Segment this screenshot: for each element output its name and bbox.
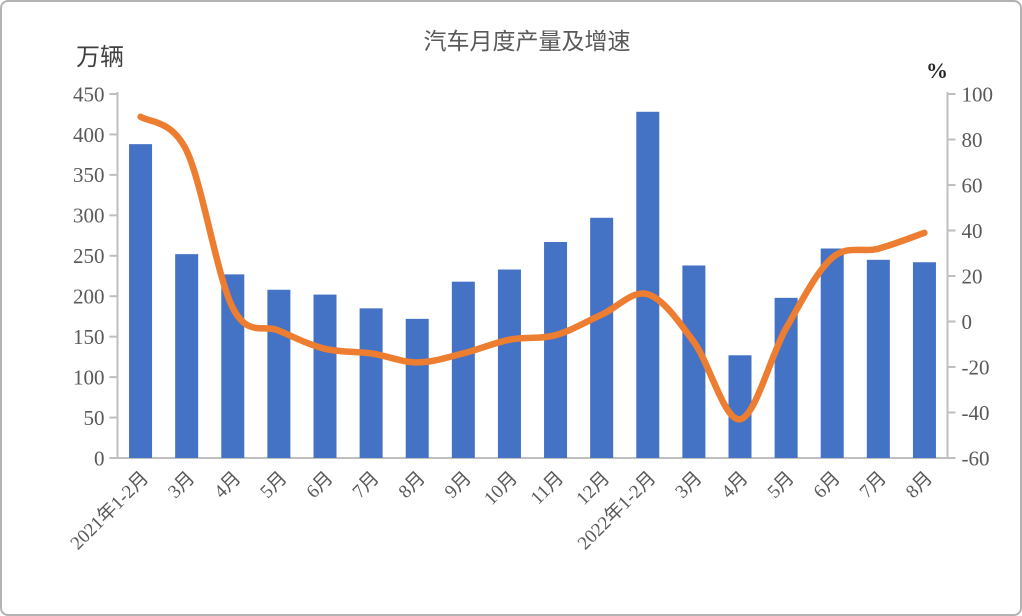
right-axis-tick-label: 60 (962, 173, 983, 197)
right-axis-tick-label: 0 (962, 310, 973, 334)
growth-rate-line (137, 113, 928, 423)
x-axis-label: 5月 (256, 468, 291, 503)
production-bar (590, 217, 614, 458)
right-axis-ticks: 100 80 60 40 20 0 -20 -40 -60 (947, 82, 994, 470)
x-axis-label: 5月 (764, 468, 799, 503)
left-axis-ticks: 450 400 350 300 250 200 150 100 50 0 (73, 82, 118, 470)
right-axis-tick-label: -60 (962, 446, 990, 470)
left-axis-unit-label: 万辆 (76, 44, 124, 71)
x-axis-label: 4月 (718, 468, 753, 503)
left-axis-tick-label: 100 (73, 365, 105, 389)
right-axis-tick-label: -40 (962, 401, 990, 425)
right-axis-tick-label: 100 (962, 82, 994, 106)
left-axis-tick-label: 50 (84, 406, 105, 430)
x-axis-label: 7月 (349, 468, 384, 503)
left-axis-tick-label: 400 (73, 123, 105, 147)
x-axis-label: 11月 (527, 468, 568, 509)
right-axis-unit-label: % (926, 58, 948, 83)
x-axis-label: 6月 (303, 468, 338, 503)
left-axis-tick-label: 300 (73, 204, 105, 228)
production-bar (497, 269, 521, 458)
right-axis-tick-label: 40 (962, 219, 983, 243)
x-axis-labels: 2021年1-2月 3月 4月 5月 6月 7月 8月 9月 10月 11月 12月2022年1-2… (66, 467, 937, 554)
left-axis-tick-label: 350 (73, 163, 105, 187)
production-bar (175, 254, 199, 458)
x-axis-label: 6月 (810, 468, 845, 503)
production-bar (866, 259, 890, 458)
production-bar (313, 294, 337, 458)
left-axis-tick-label: 150 (73, 325, 105, 349)
production-bar (544, 242, 568, 458)
right-axis-tick-label: -20 (962, 355, 990, 379)
production-bar (267, 289, 291, 458)
x-axis-label: 7月 (856, 468, 891, 503)
chart-title: 汽车月度产量及增速 (424, 29, 631, 54)
production-bar (129, 144, 153, 458)
production-bar (912, 262, 936, 458)
x-axis-label: 8月 (395, 468, 430, 503)
x-axis-label: 3月 (164, 468, 199, 503)
production-bar (405, 318, 429, 458)
x-axis-label: 4月 (210, 468, 245, 503)
x-axis-label: 9月 (441, 468, 476, 503)
right-axis-tick-label: 20 (962, 264, 983, 288)
left-axis-tick-label: 450 (73, 82, 105, 106)
right-axis-tick-label: 80 (962, 128, 983, 152)
x-axis-label: 3月 (671, 468, 706, 503)
production-bar (820, 248, 844, 458)
x-axis-label: 12月 (572, 468, 614, 510)
production-bar (682, 265, 706, 458)
production-bar (636, 111, 660, 458)
left-axis-tick-label: 200 (73, 285, 105, 309)
x-axis-label: 10月 (480, 468, 522, 510)
x-axis-label: 8月 (902, 468, 937, 503)
production-bar (359, 308, 383, 458)
left-axis-tick-label: 0 (94, 446, 105, 470)
left-axis-tick-label: 250 (73, 244, 105, 268)
production-bar (728, 355, 752, 458)
production-bar (451, 281, 475, 458)
x-axis-label: 2021年1-2月 (66, 467, 153, 554)
